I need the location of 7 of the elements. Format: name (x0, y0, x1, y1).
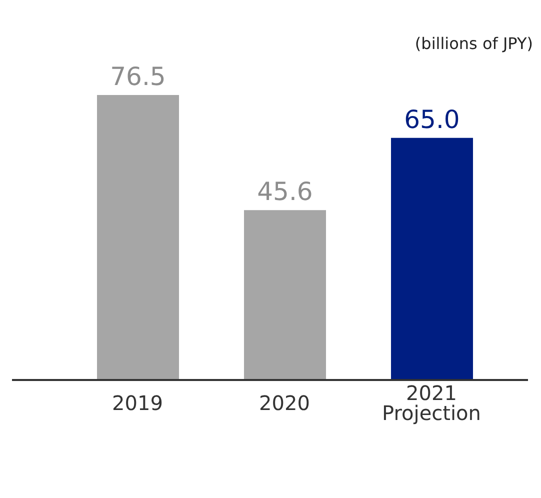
x-tick-label: 2020 (259, 391, 310, 415)
x-tick-label: 2021 Projection (382, 381, 481, 425)
data-label: 76.5 (110, 62, 166, 91)
data-label: 65.0 (404, 104, 460, 134)
x-tick-label: 2019 (112, 391, 163, 415)
data-label: 45.6 (257, 177, 313, 206)
text: (billions of JPY) (414, 34, 533, 53)
